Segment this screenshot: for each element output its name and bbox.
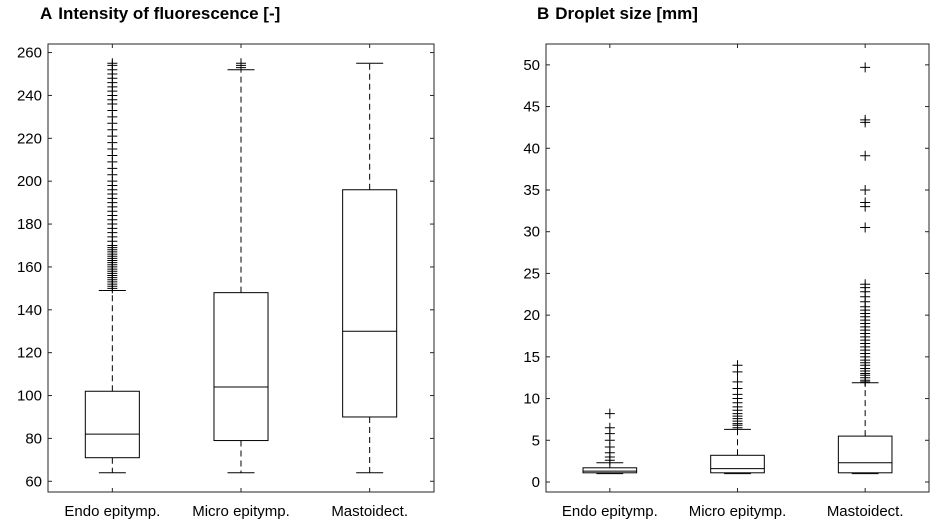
- panel-a-box-group: [213, 58, 269, 474]
- panel-a-ytick-label: 80: [25, 430, 42, 447]
- panel-b-ytick-label: 40: [523, 140, 540, 157]
- panel-b-box-group: [582, 408, 638, 475]
- panel-a-ytick-label: 160: [17, 259, 42, 276]
- panel-b-ytick-label: 25: [523, 265, 540, 282]
- panel-b-outlier: [860, 114, 871, 125]
- panel-b-ytick-label: 5: [532, 432, 540, 449]
- panel-b-xtick-label: Mastoidect.: [827, 503, 904, 520]
- panel-a-ytick-label: 220: [17, 130, 42, 147]
- panel-b-ytick-label: 10: [523, 391, 540, 408]
- panel-b-outlier: [732, 376, 743, 387]
- panel-b-box: [582, 467, 638, 474]
- panel-a-letter: A: [40, 4, 53, 23]
- panel-a-ytick-label: 240: [17, 87, 42, 104]
- panel-b-outlier: [604, 408, 615, 419]
- panel-b-outlier: [604, 422, 615, 433]
- panel-b-ytick-label: 30: [523, 224, 540, 241]
- panel-a-xtick-label: Mastoidect.: [331, 503, 408, 520]
- panel-b-ytick-label: 50: [523, 57, 540, 74]
- panel-b-outlier: [732, 360, 743, 371]
- panel-a-ytick-label: 180: [17, 216, 42, 233]
- panel-b-box: [837, 435, 893, 474]
- panel-b-ytick-label: 20: [523, 307, 540, 324]
- panel-b-title-text: Droplet size [mm]: [555, 4, 698, 23]
- panel-b-box: [710, 454, 765, 474]
- panel-b-xtick-label: Micro epitymp.: [689, 503, 787, 520]
- panel-b-plot: 0 5 10 15 20 25 30 35 40 45 50 Endo epitymp. Micro e…: [523, 43, 930, 520]
- panel-a-outlier: [107, 58, 118, 69]
- panel-b-ytick-label: 0: [532, 474, 540, 491]
- panel-b-box-group: [710, 360, 765, 475]
- panel-a-box: [84, 390, 140, 459]
- panel-b-xtick-label: Endo epitymp.: [562, 503, 658, 520]
- panel-a-box-group: [84, 58, 140, 474]
- panel-b-ytick-label: 35: [523, 182, 540, 199]
- panel-b-outlier: [860, 62, 871, 73]
- panel-b-ytick-label: 15: [523, 349, 540, 366]
- panel-a-outlier: [236, 58, 246, 69]
- panel-b-box-group: [837, 62, 893, 475]
- panel-a-ytick-label: 60: [25, 473, 42, 490]
- panel-a-plot: 60 80 100 120 140 160 180 200 220 240 260 Endo epit…: [17, 43, 435, 520]
- panel-a-title-text: Intensity of fluorescence [-]: [58, 4, 281, 23]
- panel-a-ytick-label: 200: [17, 173, 42, 190]
- panel-b-outlier: [860, 150, 871, 161]
- panel-a-ytick-label: 120: [17, 345, 42, 362]
- panel-b-outlier: [860, 279, 871, 290]
- panel-a-title: A Intensity of fluorescence [-]: [40, 4, 280, 24]
- panel-a-xtick-label: Endo epitymp.: [64, 503, 160, 520]
- panel-a-ytick-label: 260: [17, 45, 42, 62]
- panel-b-ytick-label: 45: [523, 99, 540, 116]
- panel-a-ytick-label: 100: [17, 388, 42, 405]
- panel-b-outlier: [860, 222, 871, 233]
- panel-a-ytick-label: 140: [17, 302, 42, 319]
- panel-a-box: [342, 189, 398, 418]
- panel-a-box: [213, 292, 269, 442]
- panel-b-outlier: [860, 184, 871, 195]
- panel-b-letter: B: [537, 4, 550, 23]
- panel-b-title: B Droplet size [mm]: [537, 4, 698, 24]
- panel-b-outlier: [860, 197, 871, 208]
- panel-a-xtick-label: Micro epitymp.: [192, 503, 290, 520]
- panel-a-box-group: [342, 62, 398, 474]
